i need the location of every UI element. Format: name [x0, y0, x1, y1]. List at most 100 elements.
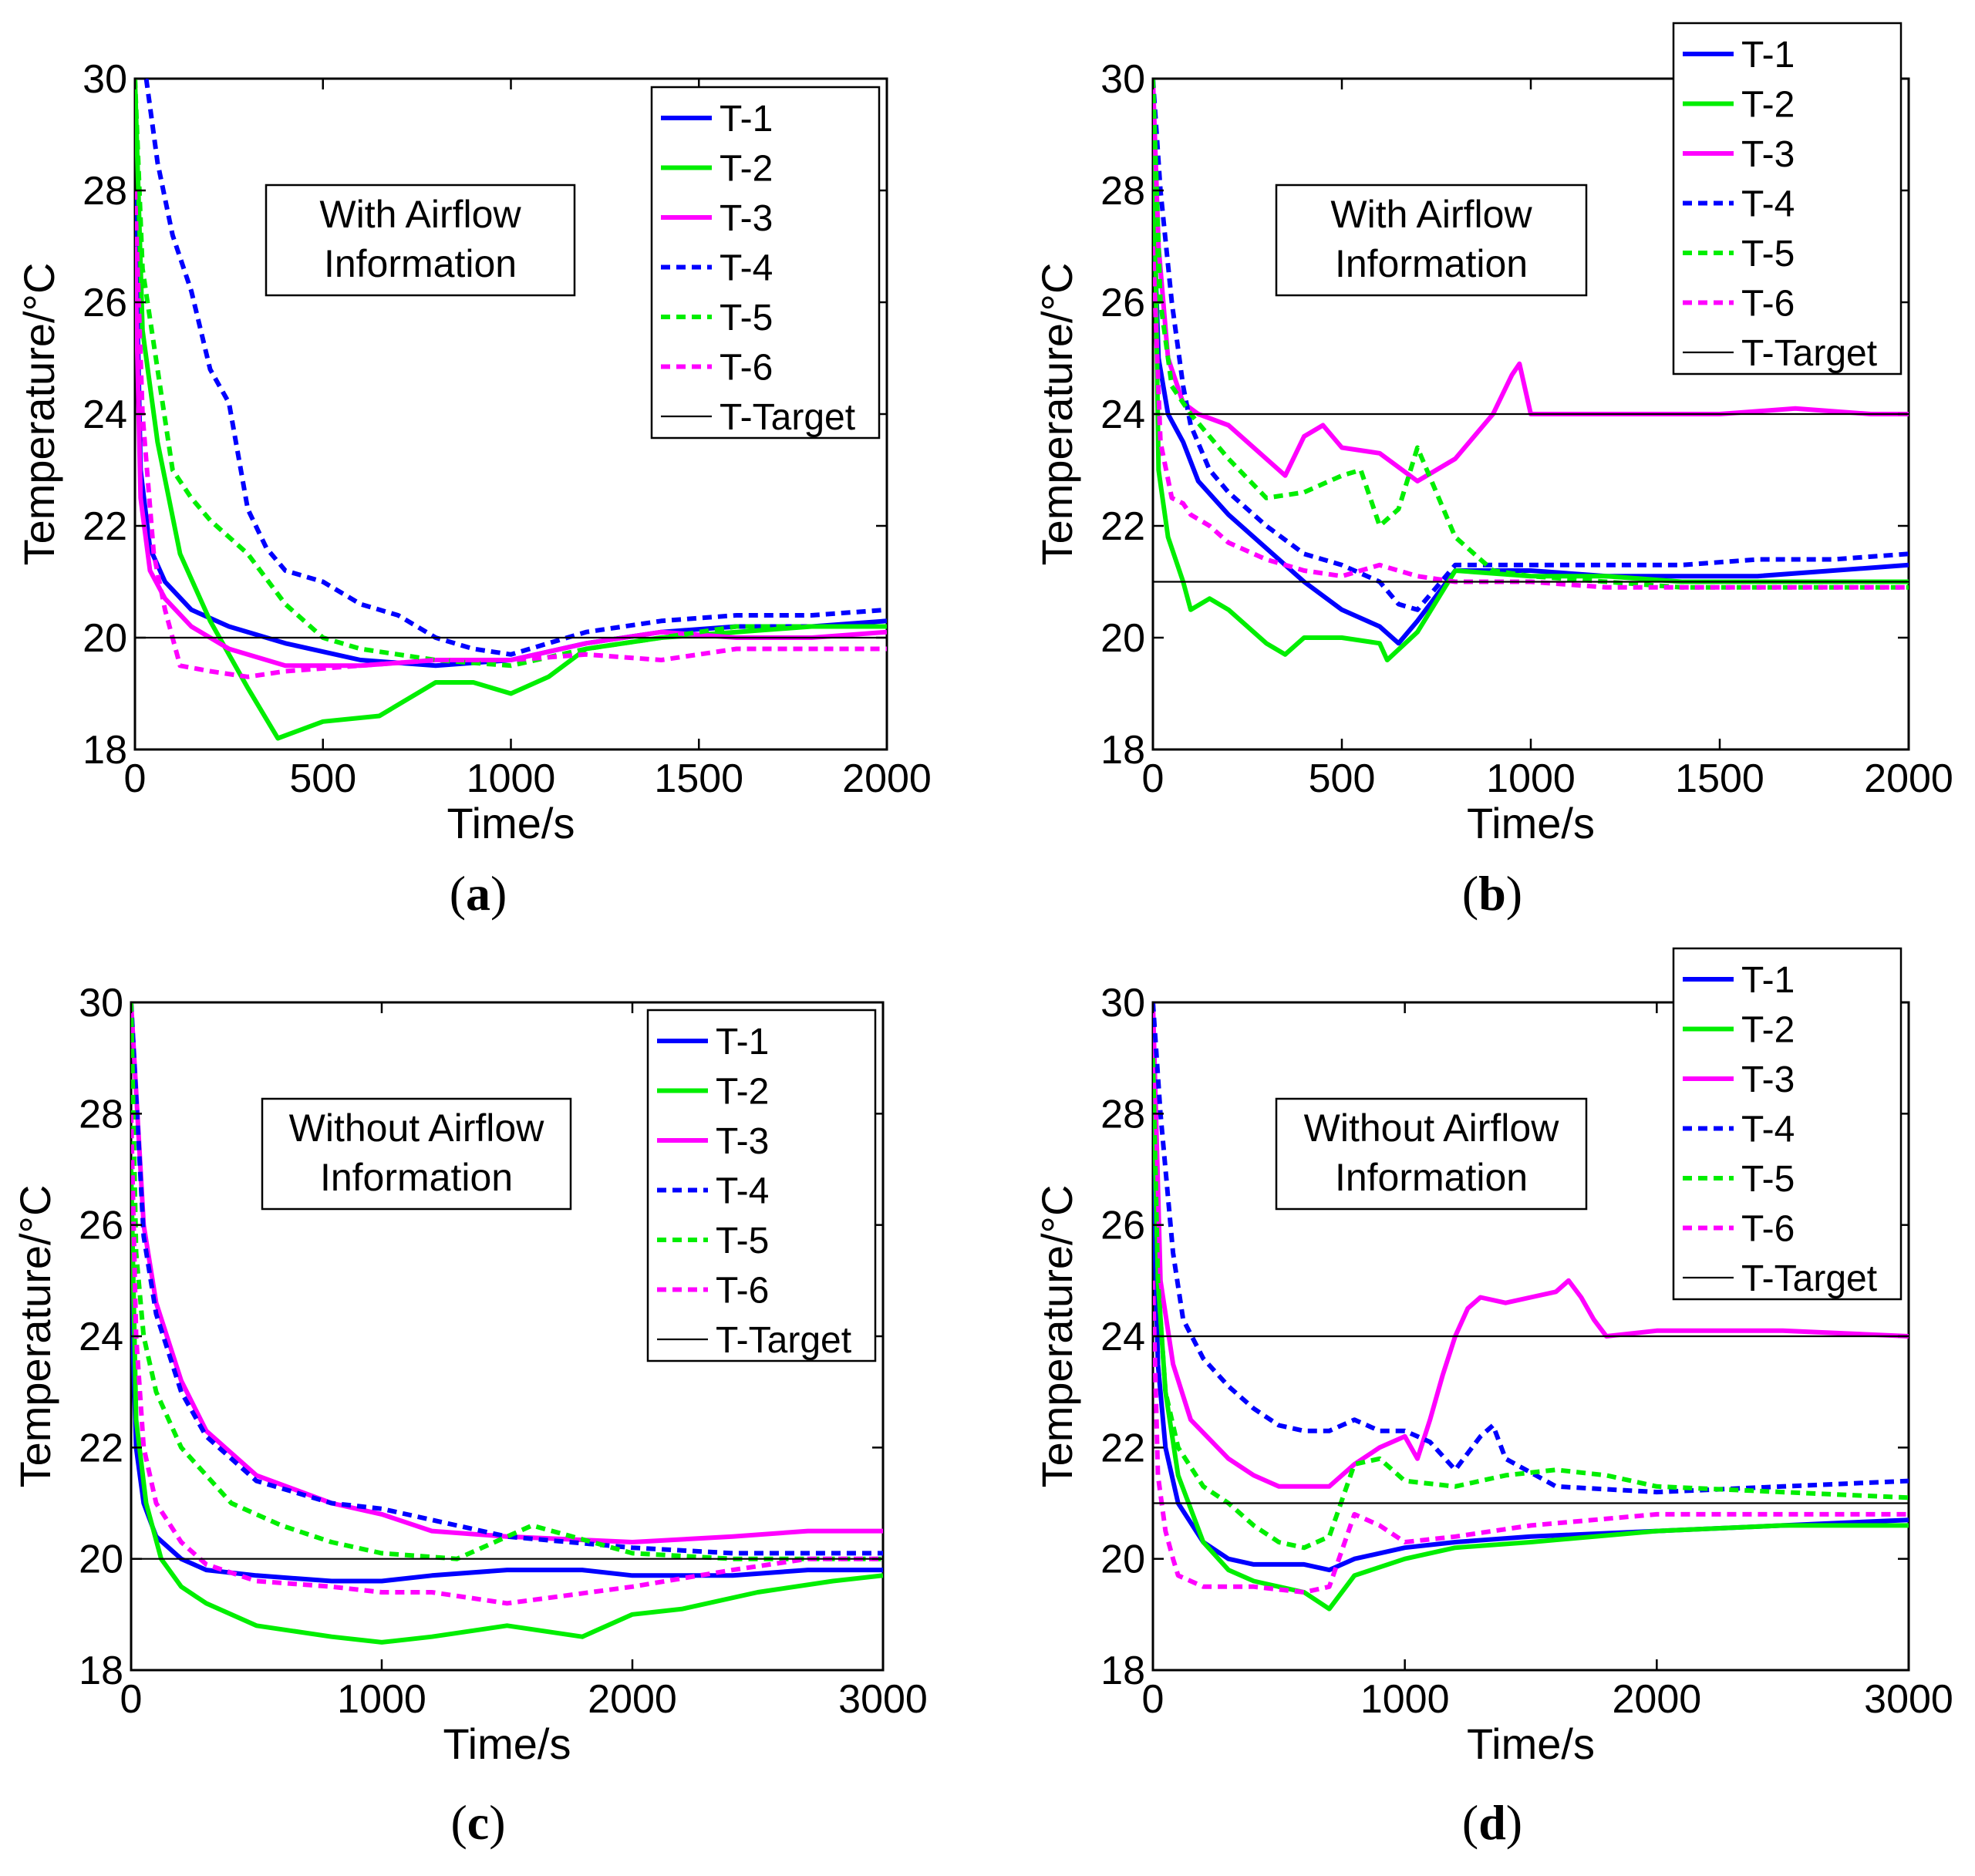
x-tick-label: 2000 — [842, 756, 932, 801]
chart-panel-b: 0 500 1000 1500 2000 18 20 22 24 26 28 30 Time/s Temp… — [1033, 22, 1953, 921]
annotation-text: Information — [320, 1156, 513, 1199]
y-tick-label: 28 — [79, 1092, 123, 1137]
series-line-t-4 — [1153, 79, 1909, 612]
series-group — [1153, 79, 1909, 662]
panel-caption-letter: d — [1478, 1795, 1506, 1850]
y-tick-label: 30 — [79, 981, 123, 1026]
series-group — [1153, 1002, 1909, 1612]
panel-caption-letter: b — [1478, 866, 1506, 921]
x-tick-label: 0 — [1142, 1677, 1164, 1722]
y-tick-label: 30 — [1100, 57, 1145, 102]
series-line-t-3 — [1153, 1002, 1909, 1489]
series-line-t-3 — [135, 246, 887, 669]
annotation-text: With Airflow — [319, 193, 521, 236]
legend-label: T-Target — [716, 1320, 851, 1361]
series-line-t-4 — [143, 79, 887, 657]
series-line-t-2 — [131, 1169, 883, 1645]
y-tick-label: 22 — [1100, 504, 1145, 549]
series-line-t-1 — [1153, 1169, 1909, 1573]
y-axis-label: Temperature/°C — [1033, 263, 1081, 566]
annotation-text: Without Airflow — [289, 1106, 545, 1150]
legend-label: T-4 — [1741, 184, 1795, 225]
legend-label: T-4 — [716, 1171, 769, 1212]
y-tick-label: 20 — [79, 1538, 123, 1582]
series-group — [131, 1002, 883, 1645]
y-tick-label: 24 — [79, 1315, 123, 1359]
panel-caption-letter: c — [467, 1795, 489, 1850]
y-tick-label: 28 — [83, 169, 127, 214]
legend-label: T-4 — [720, 248, 773, 289]
y-tick-label: 26 — [1100, 281, 1145, 325]
series-line-t-1 — [1153, 190, 1909, 646]
x-tick-label: 2000 — [1612, 1677, 1701, 1722]
legend-label: T-6 — [716, 1271, 769, 1312]
panel-caption: (c) — [450, 1795, 505, 1850]
x-tick-label: 2000 — [588, 1677, 677, 1722]
y-axis-label: Temperature/°C — [11, 1185, 59, 1488]
series-line-t-5 — [1153, 79, 1909, 590]
legend-label: T-2 — [1741, 1010, 1795, 1051]
legend-box — [1672, 947, 1903, 1301]
y-tick-label: 20 — [83, 616, 127, 661]
x-tick-label: 1500 — [654, 756, 743, 801]
legend-label: T-3 — [1741, 134, 1795, 175]
legend-label: T-3 — [716, 1121, 769, 1162]
y-tick-label: 24 — [1100, 1315, 1145, 1359]
x-tick-label: 3000 — [838, 1677, 928, 1722]
x-axis-label: Time/s — [443, 1719, 571, 1768]
series-line-t-4 — [131, 1002, 883, 1556]
annotation-box — [261, 1097, 572, 1211]
legend-label: T-Target — [1741, 1258, 1877, 1299]
y-axis-label: Temperature/°C — [15, 263, 63, 566]
series-group — [135, 79, 887, 741]
y-axis-label: Temperature/°C — [1033, 1185, 1081, 1488]
y-tick-label: 26 — [83, 281, 127, 325]
x-tick-label: 1000 — [337, 1677, 426, 1722]
legend-label: T-2 — [720, 149, 773, 190]
legend-box — [650, 86, 881, 440]
x-tick-label: 2000 — [1864, 756, 1953, 801]
y-tick-label: 30 — [83, 57, 127, 102]
legend-label: T-5 — [716, 1221, 769, 1261]
legend-label: T-4 — [1741, 1110, 1795, 1150]
panel-caption: (a) — [450, 866, 507, 921]
chart-panel-d: 0 1000 2000 3000 18 20 22 24 26 28 30 Time/s Tempera… — [1033, 947, 1953, 1850]
x-tick-label: 1500 — [1675, 756, 1764, 801]
panel-caption: (b) — [1462, 866, 1522, 921]
series-line-t-6 — [135, 190, 887, 679]
x-tick-label: 1000 — [1360, 1677, 1450, 1722]
legend-label: T-1 — [1741, 35, 1795, 76]
x-axis-label: Time/s — [1467, 799, 1595, 847]
legend-label: T-5 — [1741, 234, 1795, 274]
panel-caption-letter: a — [466, 866, 490, 921]
y-tick-label: 20 — [1100, 616, 1145, 661]
y-tick-label: 28 — [1100, 169, 1145, 214]
legend-label: T-6 — [720, 348, 773, 389]
legend-label: T-Target — [720, 397, 855, 438]
x-tick-label: 0 — [120, 1677, 143, 1722]
series-line-t-6 — [1153, 246, 1909, 590]
y-tick-label: 26 — [1100, 1204, 1145, 1248]
x-tick-label: 1000 — [1486, 756, 1576, 801]
legend: T-1 T-2 T-3 T-4 T-5 T-6 T-Target — [650, 86, 881, 440]
y-tick-label: 30 — [1100, 981, 1145, 1026]
series-line-t-5 — [1153, 1058, 1909, 1551]
legend-label: T-2 — [716, 1072, 769, 1113]
legend-label: T-1 — [716, 1022, 769, 1063]
legend: T-1 T-2 T-3 T-4 T-5 T-6 T-Target — [1672, 22, 1903, 376]
x-tick-label: 0 — [1142, 756, 1164, 801]
annotation-text: Information — [1335, 242, 1528, 285]
y-tick-label: 24 — [1100, 392, 1145, 437]
y-tick-label: 28 — [1100, 1092, 1145, 1137]
y-tick-label: 22 — [1100, 1426, 1145, 1470]
legend-label: T-3 — [1741, 1059, 1795, 1100]
x-tick-label: 500 — [289, 756, 356, 801]
x-tick-label: 0 — [124, 756, 147, 801]
y-tick-label: 22 — [83, 504, 127, 549]
panel-caption: (d) — [1462, 1795, 1522, 1850]
x-tick-label: 1000 — [467, 756, 556, 801]
legend-label: T-Target — [1741, 333, 1877, 374]
annotation-text: With Airflow — [1330, 193, 1532, 236]
legend-label: T-1 — [1741, 960, 1795, 1001]
